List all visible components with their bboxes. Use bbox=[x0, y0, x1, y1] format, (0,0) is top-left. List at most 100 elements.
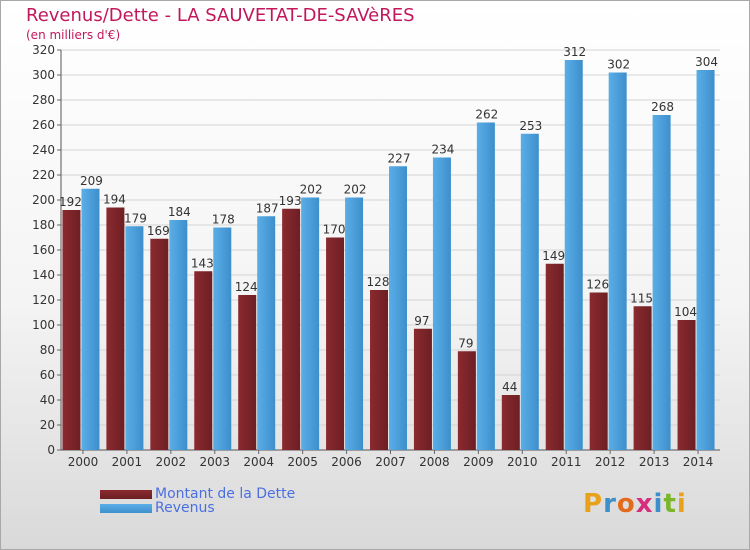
bar-revenue-2011 bbox=[564, 60, 583, 450]
logo-letter: P bbox=[583, 489, 604, 519]
y-tick-label: 120 bbox=[32, 293, 55, 307]
data-label-revenue-2009: 262 bbox=[475, 108, 498, 122]
bar-debt-2013 bbox=[633, 306, 652, 450]
bar-debt-2014 bbox=[677, 320, 696, 450]
data-label-revenue-2011: 312 bbox=[563, 45, 586, 59]
bar-debt-2012 bbox=[589, 292, 608, 450]
bar-revenue-2003 bbox=[213, 227, 232, 450]
bar-debt-2008 bbox=[413, 328, 432, 450]
y-tick-label: 80 bbox=[40, 343, 55, 357]
bar-revenue-2004 bbox=[257, 216, 276, 450]
y-tick-label: 140 bbox=[32, 268, 55, 282]
x-tick-label-2002: 2002 bbox=[156, 455, 187, 469]
y-tick-label: 100 bbox=[32, 318, 55, 332]
x-tick-label-2000: 2000 bbox=[68, 455, 99, 469]
x-tick-label-2004: 2004 bbox=[243, 455, 274, 469]
chart-subtitle: (en milliers d'€) bbox=[26, 28, 121, 42]
data-label-debt-2002: 169 bbox=[147, 224, 170, 238]
proxiti-logo: Proxiti bbox=[583, 489, 687, 519]
bar-revenue-2009 bbox=[476, 122, 495, 450]
data-label-debt-2001: 194 bbox=[103, 193, 126, 207]
bar-revenue-2001 bbox=[125, 226, 144, 450]
y-tick-label: 60 bbox=[40, 368, 55, 382]
x-tick-label-2011: 2011 bbox=[551, 455, 582, 469]
data-label-debt-2013: 115 bbox=[630, 291, 653, 305]
data-label-revenue-2000: 209 bbox=[80, 174, 103, 188]
y-tick-label: 240 bbox=[32, 143, 55, 157]
data-label-debt-2011: 149 bbox=[542, 249, 565, 263]
y-tick-label: 160 bbox=[32, 243, 55, 257]
data-label-revenue-2001: 179 bbox=[124, 211, 147, 225]
legend-label-revenue: Revenus bbox=[155, 500, 215, 516]
x-tick-label-2010: 2010 bbox=[507, 455, 538, 469]
data-label-debt-2006: 170 bbox=[323, 223, 346, 237]
bar-revenue-2000 bbox=[81, 188, 100, 450]
x-tick-label-2008: 2008 bbox=[419, 455, 450, 469]
data-label-revenue-2002: 184 bbox=[168, 205, 191, 219]
y-tick-label: 0 bbox=[47, 443, 55, 457]
x-tick-label-2013: 2013 bbox=[639, 455, 670, 469]
bar-debt-2000 bbox=[62, 210, 81, 450]
data-label-revenue-2010: 253 bbox=[519, 119, 542, 133]
bar-revenue-2007 bbox=[389, 166, 407, 450]
bar-debt-2010 bbox=[501, 395, 520, 450]
data-label-revenue-2007: 227 bbox=[388, 151, 411, 165]
x-tick-label-2009: 2009 bbox=[463, 455, 494, 469]
bar-revenue-2008 bbox=[432, 157, 451, 450]
bar-debt-2003 bbox=[194, 271, 213, 450]
bar-debt-2011 bbox=[545, 263, 564, 450]
bar-debt-2009 bbox=[457, 351, 476, 450]
data-label-debt-2010: 44 bbox=[502, 380, 517, 394]
data-label-revenue-2006: 202 bbox=[344, 183, 367, 197]
data-label-revenue-2005: 202 bbox=[300, 183, 323, 197]
y-tick-label: 200 bbox=[32, 193, 55, 207]
data-label-debt-2009: 79 bbox=[458, 336, 473, 350]
data-label-debt-2005: 193 bbox=[279, 194, 302, 208]
bar-revenue-2005 bbox=[301, 197, 320, 450]
y-tick-label: 20 bbox=[40, 418, 55, 432]
y-tick-label: 280 bbox=[32, 93, 55, 107]
bar-debt-2006 bbox=[326, 237, 345, 450]
x-tick-label-2005: 2005 bbox=[287, 455, 318, 469]
logo-letter: i bbox=[676, 489, 687, 519]
y-tick-label: 300 bbox=[32, 68, 55, 82]
logo-letter: x bbox=[635, 489, 654, 519]
legend-label-debt: Montant de la Dette bbox=[155, 486, 296, 502]
y-tick-label: 180 bbox=[32, 218, 55, 232]
logo-letter: o bbox=[616, 489, 636, 519]
data-label-revenue-2003: 178 bbox=[212, 213, 235, 227]
y-tick-label: 320 bbox=[32, 43, 55, 57]
bar-debt-2001 bbox=[106, 207, 125, 450]
bar-revenue-2012 bbox=[608, 72, 627, 450]
legend-swatch-debt bbox=[100, 490, 152, 499]
bar-debt-2005 bbox=[282, 208, 301, 450]
data-label-revenue-2013: 268 bbox=[651, 100, 674, 114]
bar-debt-2007 bbox=[370, 290, 388, 450]
bar-revenue-2014 bbox=[696, 70, 715, 450]
bar-debt-2004 bbox=[238, 295, 257, 450]
x-tick-label-2012: 2012 bbox=[595, 455, 626, 469]
x-tick-label-2006: 2006 bbox=[331, 455, 362, 469]
chart-title: Revenus/Dette - LA SAUVETAT-DE-SAVèRES bbox=[26, 5, 415, 26]
data-label-debt-2004: 124 bbox=[235, 280, 258, 294]
legend-swatch-revenue bbox=[100, 504, 152, 513]
bar-revenue-2002 bbox=[169, 220, 188, 450]
data-label-revenue-2014: 304 bbox=[695, 55, 718, 69]
data-label-revenue-2004: 187 bbox=[256, 201, 279, 215]
data-label-debt-2003: 143 bbox=[191, 256, 214, 270]
x-tick-label-2001: 2001 bbox=[112, 455, 143, 469]
x-tick-label-2014: 2014 bbox=[683, 455, 714, 469]
bar-revenue-2006 bbox=[345, 197, 364, 450]
data-label-debt-2008: 97 bbox=[414, 314, 429, 328]
y-tick-label: 260 bbox=[32, 118, 55, 132]
y-tick-label: 40 bbox=[40, 393, 55, 407]
logo-letter: t bbox=[663, 489, 677, 519]
logo-letter: i bbox=[653, 489, 664, 519]
x-tick-label-2003: 2003 bbox=[199, 455, 230, 469]
data-label-revenue-2012: 302 bbox=[607, 58, 630, 72]
data-label-debt-2012: 126 bbox=[586, 278, 609, 292]
bar-revenue-2010 bbox=[520, 133, 539, 450]
data-label-revenue-2008: 234 bbox=[431, 143, 454, 157]
bar-debt-2002 bbox=[150, 238, 169, 450]
